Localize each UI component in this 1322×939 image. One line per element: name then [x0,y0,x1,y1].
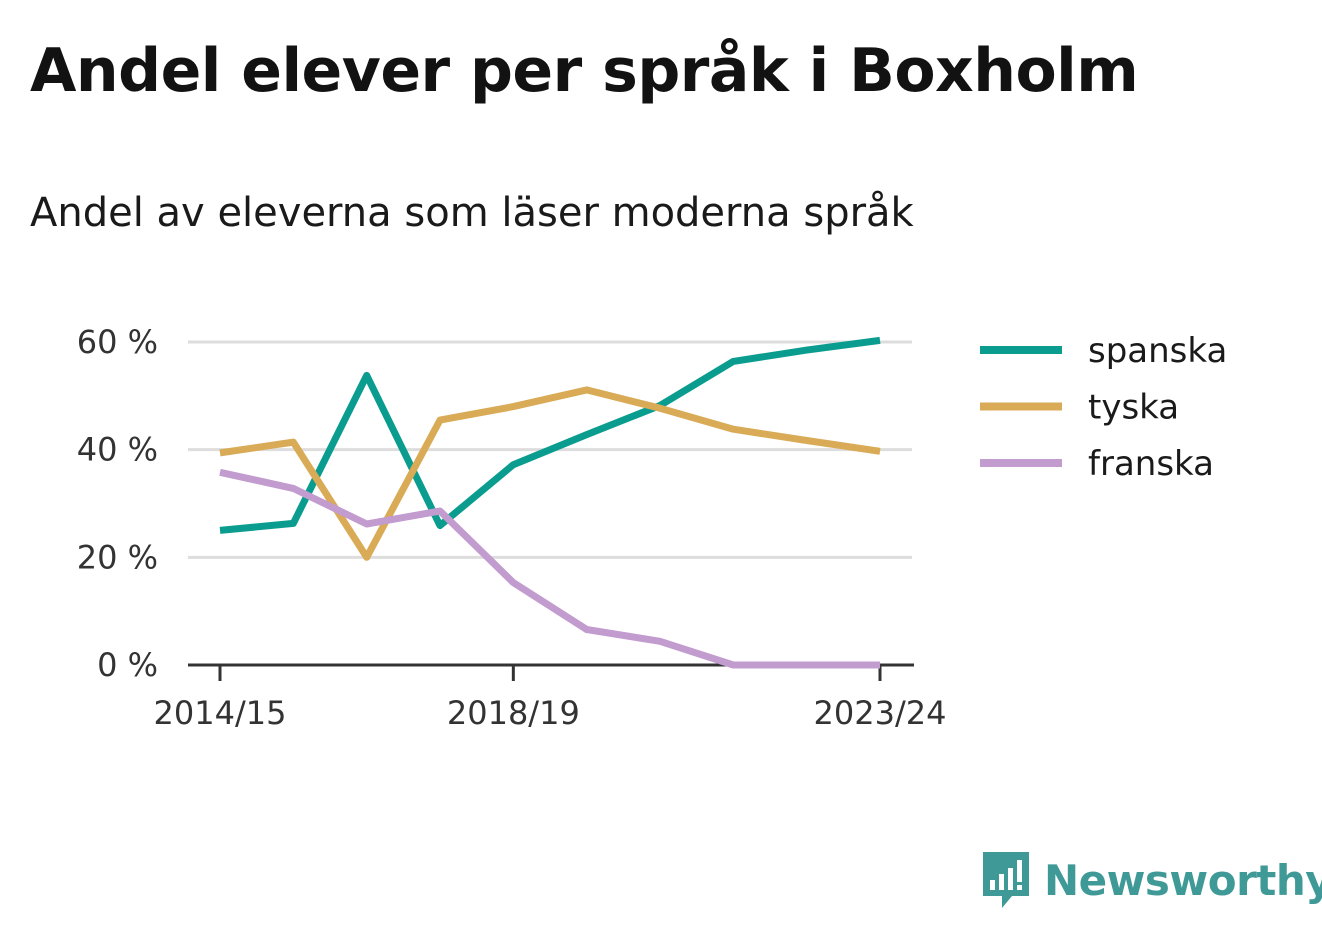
y-tick-label: 20 % [77,538,158,576]
x-tick-label: 2018/19 [447,694,580,732]
newsworthy-logo-icon [983,852,1029,908]
newsworthy-brand: Newsworthy [980,850,1322,910]
series-line-spanska [219,336,881,534]
y-axis-labels: 0 % 20 % 40 % 60 % [77,323,158,684]
series-lines [219,336,881,669]
series-line-franska [219,468,880,669]
x-tick-label: 2023/24 [814,694,947,732]
y-tick-label: 60 % [77,323,158,361]
legend-label-spanska: spanska [1088,331,1227,371]
x-tick-label: 2014/15 [154,694,287,732]
chart-title: Andel elever per språk i Boxholm [30,36,1139,106]
y-tick-label: 0 % [97,646,158,684]
chart-subtitle: Andel av eleverna som läser moderna språ… [30,190,914,236]
x-axis: 2014/15 2018/19 2023/24 [154,663,947,732]
legend: spanska tyska franska [980,331,1227,484]
series-line-tyska [219,386,881,561]
y-tick-label: 40 % [77,431,158,469]
brand-name: Newsworthy [1044,855,1322,905]
legend-label-franska: franska [1088,444,1214,484]
legend-label-tyska: tyska [1088,388,1179,428]
